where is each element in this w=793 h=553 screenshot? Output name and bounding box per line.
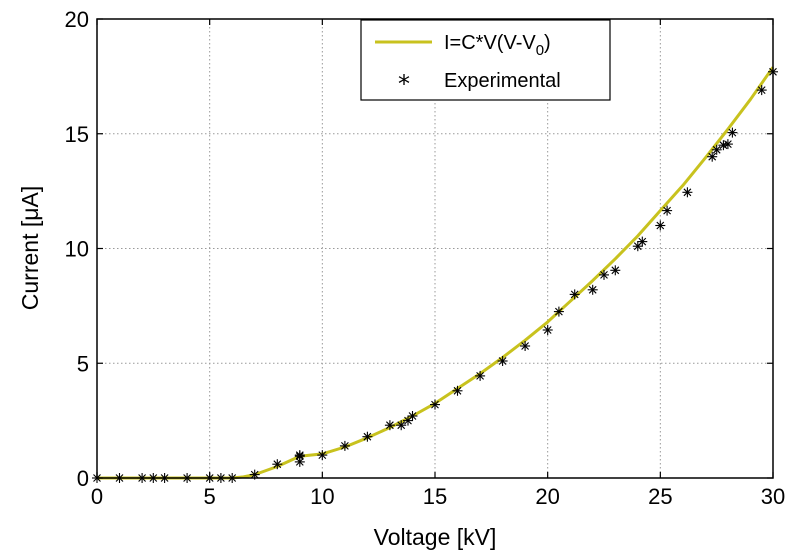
legend-fit-label: I=C*V(V-V0) (444, 32, 551, 59)
experimental-point (682, 187, 693, 198)
x-tick-label: 30 (761, 484, 785, 509)
y-tick-label: 20 (65, 7, 89, 32)
y-axis-label: Current [μA] (17, 186, 43, 310)
marker-stroke (708, 152, 717, 161)
experimental-point (396, 420, 407, 431)
marker-stroke (724, 140, 732, 148)
experimental-point (430, 399, 440, 410)
marker-stroke (728, 128, 737, 137)
marker-stroke (543, 326, 552, 334)
legend: I=C*V(V-V0) * Experimental (360, 19, 611, 101)
experimental-point (497, 356, 508, 366)
marker-stroke (555, 307, 563, 316)
marker-stroke (273, 460, 282, 469)
experimental-point (553, 306, 564, 317)
x-tick-label: 25 (648, 484, 672, 509)
marker-stroke (757, 86, 766, 94)
marker-stroke (363, 432, 372, 441)
experimental-point (407, 411, 418, 421)
y-tick-label: 15 (65, 122, 89, 147)
marker-stroke (521, 342, 529, 350)
marker-stroke (408, 412, 417, 420)
experimental-point (520, 341, 531, 351)
experimental-point (756, 85, 767, 96)
y-tick-label: 0 (77, 466, 89, 491)
marker-stroke (431, 400, 439, 409)
y-tick-label: 10 (65, 237, 89, 262)
experimental-point (569, 289, 580, 300)
experimental-point (655, 220, 666, 231)
marker-stroke (341, 442, 349, 450)
experimental-point (384, 420, 395, 431)
y-tick-label: 5 (77, 351, 89, 376)
experimental-point (599, 269, 609, 280)
tick-labels: 0 5 10 15 20 25 30 0 5 10 15 20 (65, 7, 786, 509)
legend-box (360, 19, 611, 101)
marker-stroke (663, 206, 671, 215)
x-tick-label: 15 (423, 484, 447, 509)
experimental-point (587, 284, 598, 295)
experimental-point (294, 450, 305, 461)
experimental-point (707, 151, 718, 162)
marker-stroke (476, 372, 484, 380)
marker-stroke (295, 458, 304, 466)
marker-stroke (638, 237, 647, 246)
x-tick-label: 0 (91, 484, 103, 509)
legend-experimental-label: Experimental (444, 70, 561, 92)
marker-stroke (683, 188, 692, 197)
marker-stroke (588, 285, 597, 294)
experimental-point (610, 265, 621, 276)
experimental-point (662, 205, 673, 216)
experimental-point (475, 370, 486, 381)
legend-experimental-marker: * (398, 70, 410, 98)
x-tick-label: 5 (204, 484, 216, 509)
experimental-point (542, 325, 553, 335)
marker-stroke (712, 145, 721, 154)
marker-stroke (611, 266, 620, 275)
marker-stroke (295, 451, 304, 459)
marker-stroke (600, 271, 608, 279)
x-tick-label: 20 (535, 484, 559, 509)
marker-stroke (453, 386, 462, 395)
marker-stroke (250, 470, 259, 479)
experimental-point (249, 469, 260, 480)
experimental-point (339, 440, 350, 451)
experimental-point (722, 139, 733, 150)
marker-stroke (397, 421, 406, 430)
marker-stroke (318, 451, 327, 459)
experimental-point (362, 431, 373, 442)
experimental-point (272, 459, 283, 470)
marker-stroke (386, 421, 394, 430)
experimental-point (317, 450, 328, 461)
marker-stroke (656, 221, 665, 230)
ticks (96, 18, 774, 479)
x-axis-label: Voltage [kV] (374, 524, 497, 550)
marker-stroke (719, 141, 728, 150)
x-tick-label: 10 (310, 484, 334, 509)
marker-stroke (570, 290, 579, 299)
experimental-point (727, 127, 738, 138)
experimental-point (637, 236, 648, 247)
experimental-point (711, 144, 722, 155)
marker-stroke (498, 357, 507, 365)
experimental-point (452, 385, 463, 396)
